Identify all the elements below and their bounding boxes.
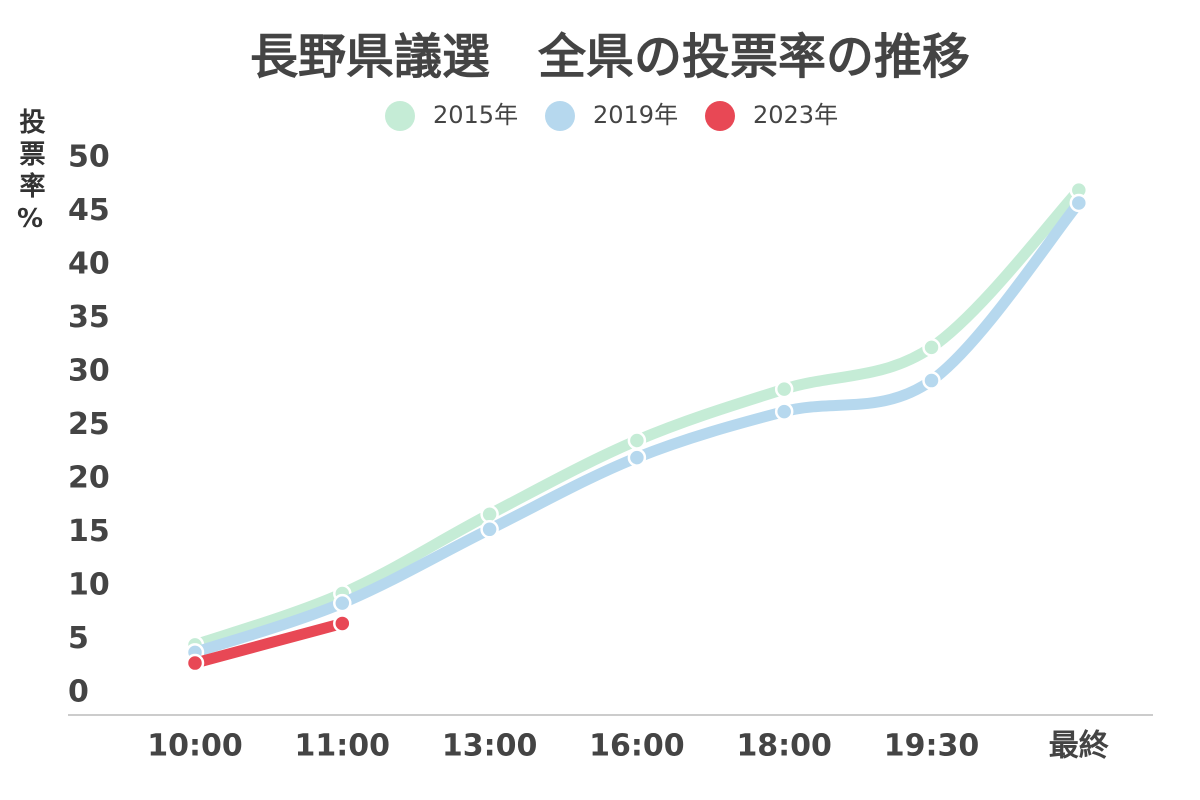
y-tick-label: 45 bbox=[68, 193, 110, 228]
y-tick-label: 5 bbox=[68, 621, 89, 656]
x-tick-label: 19:30 bbox=[884, 729, 980, 764]
legend-swatch bbox=[385, 101, 415, 131]
x-tick-label: 最終 bbox=[1049, 729, 1109, 764]
point bbox=[185, 653, 205, 673]
point bbox=[627, 431, 647, 450]
x-tick-label: 10:00 bbox=[147, 729, 243, 764]
series-line bbox=[189, 184, 1085, 651]
point bbox=[774, 379, 794, 399]
x-tick-label: 16:00 bbox=[589, 729, 685, 764]
series-line bbox=[189, 197, 1085, 658]
y-tick-label: 20 bbox=[68, 461, 110, 496]
y-tick-label: 25 bbox=[68, 407, 110, 442]
chart-title: 長野県議選 全県の投票率の推移 bbox=[250, 29, 970, 85]
point bbox=[1069, 193, 1089, 213]
y-tick-label: 40 bbox=[68, 247, 110, 282]
y-axis-label: 投票率% bbox=[15, 108, 45, 240]
legend-label: 2015年 bbox=[433, 101, 518, 129]
point bbox=[922, 338, 941, 357]
legend-label: 2019年 bbox=[593, 101, 678, 129]
y-tick-label: 15 bbox=[68, 514, 110, 549]
point bbox=[333, 614, 352, 633]
point bbox=[333, 593, 352, 613]
legend-swatch bbox=[545, 101, 575, 131]
legend-swatch bbox=[705, 101, 735, 131]
y-tick-label: 10 bbox=[68, 568, 110, 603]
x-tick-label: 18:00 bbox=[736, 729, 832, 764]
x-tick-label: 11:00 bbox=[295, 729, 391, 764]
x-tick-label: 13:00 bbox=[442, 729, 538, 764]
y-tick-label: 30 bbox=[68, 354, 110, 389]
legend-label: 2023年 bbox=[753, 101, 838, 129]
y-tick-label: 50 bbox=[68, 140, 110, 175]
point bbox=[480, 520, 499, 539]
y-tick-label: 0 bbox=[68, 675, 89, 710]
point bbox=[627, 448, 647, 467]
series-line bbox=[189, 617, 348, 669]
point bbox=[922, 371, 941, 390]
y-tick-label: 35 bbox=[68, 300, 110, 335]
point bbox=[480, 505, 499, 524]
point bbox=[774, 402, 794, 421]
